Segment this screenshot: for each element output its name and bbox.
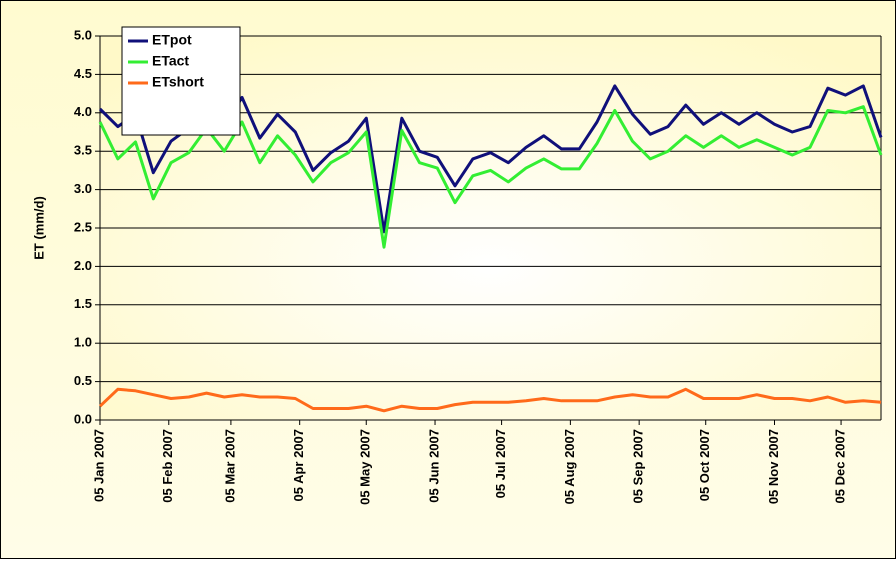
y-tick-label: 2.5: [74, 219, 92, 234]
x-tick-label: 05 Oct 2007: [697, 429, 712, 501]
x-tick-label: 05 Nov 2007: [766, 429, 781, 504]
y-tick-label: 3.0: [74, 181, 92, 196]
y-tick-label: 0.0: [74, 411, 92, 426]
y-tick-label: 1.5: [74, 296, 92, 311]
x-tick-label: 05 Dec 2007: [833, 429, 848, 503]
x-tick-label: 05 Aug 2007: [562, 429, 577, 504]
legend-label: ETact: [152, 53, 189, 69]
x-tick-label: 05 Sep 2007: [631, 429, 646, 503]
legend-label: ETshort: [152, 74, 204, 90]
x-tick-label: 05 Feb 2007: [160, 429, 175, 503]
y-tick-label: 0.5: [74, 373, 92, 388]
legend: ETpot ETact ETshort: [121, 26, 241, 136]
legend-box: [121, 26, 241, 136]
x-tick-label: 05 Jul 2007: [493, 429, 508, 498]
x-tick-label: 05 Jun 2007: [426, 429, 441, 503]
x-tick-label: 05 Mar 2007: [222, 429, 237, 503]
x-tick-label: 05 Jan 2007: [91, 429, 106, 502]
y-tick-label: 1.0: [74, 335, 92, 350]
y-tick-label: 4.5: [74, 66, 92, 81]
x-tick-label: 05 May 2007: [358, 429, 373, 505]
legend-label: ETpot: [152, 32, 192, 48]
y-tick-label: 4.0: [74, 104, 92, 119]
x-tick-label: 05 Apr 2007: [291, 429, 306, 502]
series-line: [98, 387, 882, 413]
y-tick-label: 5.0: [74, 27, 92, 42]
y-tick-label: 3.5: [74, 143, 92, 158]
y-tick-label: 2.0: [74, 258, 92, 273]
series-line: [98, 105, 883, 249]
y-axis-label: ET (mm/d): [31, 196, 46, 260]
